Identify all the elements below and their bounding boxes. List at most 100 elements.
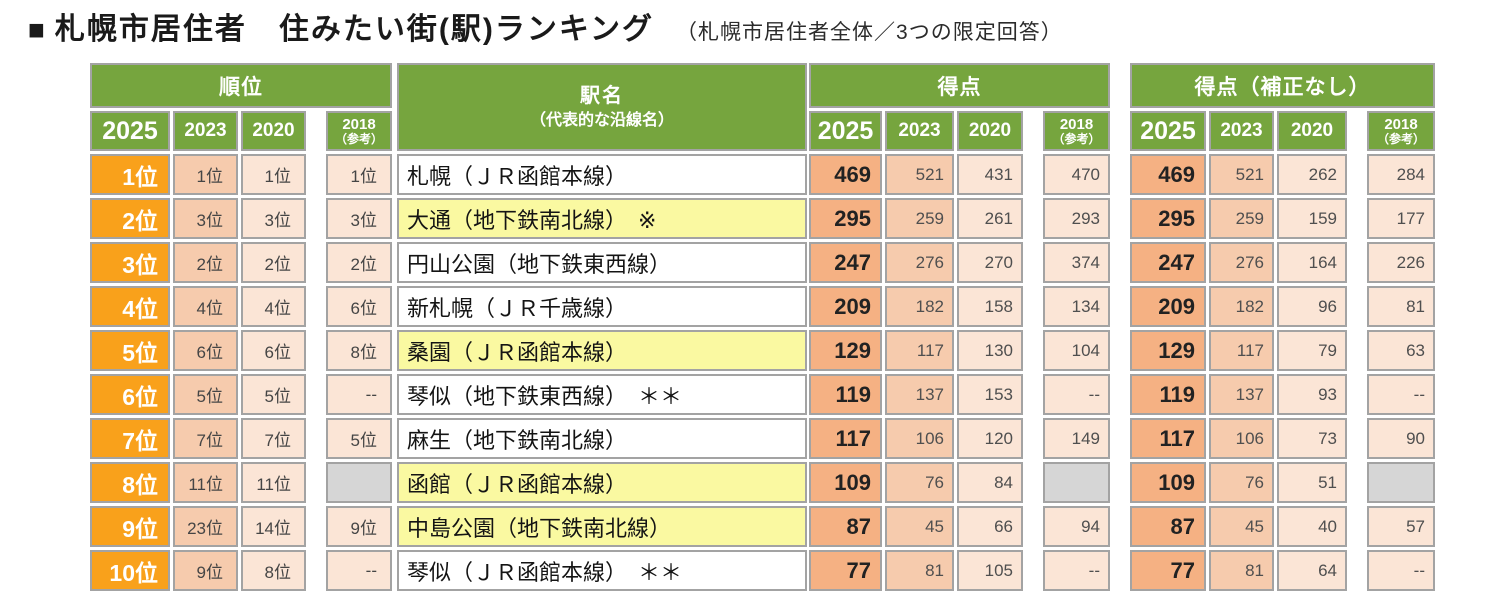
score-year-2018-label: 2018: [1059, 115, 1094, 133]
rank-2020-cell: 3位: [241, 198, 306, 239]
column-gap: [1023, 111, 1043, 151]
column-gap: [1347, 550, 1367, 591]
raw-score-2018-cell: --: [1367, 550, 1435, 591]
station-header-line2: （代表的な沿線名）: [529, 111, 674, 129]
raw-score-2025-cell: 469: [1130, 154, 1206, 195]
raw-score-2018-cell: 90: [1367, 418, 1435, 459]
score-2020-cell: 130: [957, 330, 1023, 371]
table-row: 1位 1位 1位 1位 札幌（ＪＲ函館本線） 469 521 431 470 469 521 262 2…: [90, 154, 1435, 195]
score-2018-cell: 293: [1043, 198, 1110, 239]
raw-score-year-2018: 2018 （参考）: [1367, 111, 1435, 151]
raw-score-2018-cell: 226: [1367, 242, 1435, 283]
raw-score-2020-cell: 93: [1277, 374, 1347, 415]
column-gap: [306, 154, 326, 195]
table-row: 6位 5位 5位 -- 琴似（地下鉄東西線） ＊＊ 119 137 153 -- 119 137 93…: [90, 374, 1435, 415]
table-row: 10位 9位 8位 -- 琴似（ＪＲ函館本線） ＊＊ 77 81 105 -- 77 81 64 --: [90, 550, 1435, 591]
column-gap: [1023, 242, 1043, 283]
rank-2020-cell: 8位: [241, 550, 306, 591]
rank-2023-cell: 5位: [173, 374, 238, 415]
raw-score-2025-cell: 117: [1130, 418, 1206, 459]
score-2025-cell: 469: [809, 154, 882, 195]
score-2025-cell: 119: [809, 374, 882, 415]
score-2020-cell: 431: [957, 154, 1023, 195]
score-2020-cell: 158: [957, 286, 1023, 327]
raw-score-2023-cell: 259: [1209, 198, 1274, 239]
station-name-cell: 函館（ＪＲ函館本線）: [397, 462, 807, 503]
rank-2023-cell: 1位: [173, 154, 238, 195]
rank-2025-cell: 6位: [90, 374, 170, 415]
score-year-2018: 2018 （参考）: [1043, 111, 1110, 151]
score-2018-cell: [1043, 462, 1110, 503]
rank-header-group: 順位 2025 2023 2020 2018 （参考）: [90, 63, 392, 151]
rank-2025-cell: 8位: [90, 462, 170, 503]
raw-score-year-row: 2025 2023 2020 2018 （参考）: [1130, 111, 1435, 151]
raw-score-2020-cell: 79: [1277, 330, 1347, 371]
column-gap: [1347, 286, 1367, 327]
column-gap: [306, 198, 326, 239]
raw-score-2020-cell: 262: [1277, 154, 1347, 195]
table-row: 3位 2位 2位 2位 円山公園（地下鉄東西線） 247 276 270 374 247 276 16…: [90, 242, 1435, 283]
raw-score-2018-cell: 284: [1367, 154, 1435, 195]
raw-score-2025-cell: 119: [1130, 374, 1206, 415]
column-gap: [1023, 506, 1043, 547]
table-row: 7位 7位 7位 5位 麻生（地下鉄南北線） 117 106 120 149 117 106 73 90: [90, 418, 1435, 459]
rank-year-2018: 2018 （参考）: [326, 111, 392, 151]
column-gap: [306, 462, 326, 503]
score-2025-cell: 247: [809, 242, 882, 283]
score-header-group: 得点 2025 2023 2020 2018 （参考）: [809, 63, 1110, 151]
raw-score-2025-cell: 77: [1130, 550, 1206, 591]
raw-score-2018-cell: --: [1367, 374, 1435, 415]
station-name-cell: 円山公園（地下鉄東西線）: [397, 242, 807, 283]
column-gap: [1023, 154, 1043, 195]
column-gap: [1110, 154, 1130, 195]
column-gap: [1347, 462, 1367, 503]
score-year-2025: 2025: [809, 111, 882, 151]
rank-2020-cell: 14位: [241, 506, 306, 547]
score-2023-cell: 259: [885, 198, 954, 239]
column-gap: [1023, 198, 1043, 239]
score-2025-cell: 87: [809, 506, 882, 547]
score-2018-cell: 149: [1043, 418, 1110, 459]
station-name-cell: 琴似（ＪＲ函館本線） ＊＊: [397, 550, 807, 591]
title-text: 札幌市居住者 住みたい街(駅)ランキング: [54, 13, 655, 46]
station-name-cell: 中島公園（地下鉄南北線）: [397, 506, 807, 547]
score-year-2018-note: （参考）: [1052, 131, 1101, 146]
column-gap: [1023, 550, 1043, 591]
raw-score-2023-cell: 182: [1209, 286, 1274, 327]
rank-2023-cell: 6位: [173, 330, 238, 371]
raw-score-2020-cell: 51: [1277, 462, 1347, 503]
page-title: ■ 札幌市居住者 住みたい街(駅)ランキング （札幌市居住者全体／3つの限定回答…: [28, 4, 1063, 48]
rank-2018-cell: 3位: [326, 198, 392, 239]
rank-2025-cell: 1位: [90, 154, 170, 195]
station-name-cell: 札幌（ＪＲ函館本線）: [397, 154, 807, 195]
raw-score-2020-cell: 96: [1277, 286, 1347, 327]
rank-2023-cell: 7位: [173, 418, 238, 459]
raw-score-2020-cell: 164: [1277, 242, 1347, 283]
score-2023-cell: 76: [885, 462, 954, 503]
score-2018-cell: 470: [1043, 154, 1110, 195]
column-gap: [1023, 418, 1043, 459]
column-gap: [1110, 286, 1130, 327]
raw-score-2018-cell: 177: [1367, 198, 1435, 239]
score-2023-cell: 276: [885, 242, 954, 283]
raw-score-2020-cell: 64: [1277, 550, 1347, 591]
score-2023-cell: 521: [885, 154, 954, 195]
column-gap: [1347, 198, 1367, 239]
column-gap: [306, 506, 326, 547]
score-2025-cell: 117: [809, 418, 882, 459]
column-gap: [306, 111, 326, 151]
raw-score-2018-cell: 63: [1367, 330, 1435, 371]
score-2020-cell: 270: [957, 242, 1023, 283]
rank-2025-cell: 5位: [90, 330, 170, 371]
column-gap: [1023, 286, 1043, 327]
title-bullet-icon: ■: [28, 14, 45, 45]
rank-2025-cell: 4位: [90, 286, 170, 327]
score-2020-cell: 120: [957, 418, 1023, 459]
raw-score-2020-cell: 73: [1277, 418, 1347, 459]
score-2023-cell: 182: [885, 286, 954, 327]
rank-2018-cell: --: [326, 550, 392, 591]
score-2023-cell: 137: [885, 374, 954, 415]
raw-score-header-group: 得点（補正なし） 2025 2023 2020 2018 （参考）: [1130, 63, 1435, 151]
rank-year-2018-label: 2018: [342, 115, 376, 133]
score-2020-cell: 261: [957, 198, 1023, 239]
